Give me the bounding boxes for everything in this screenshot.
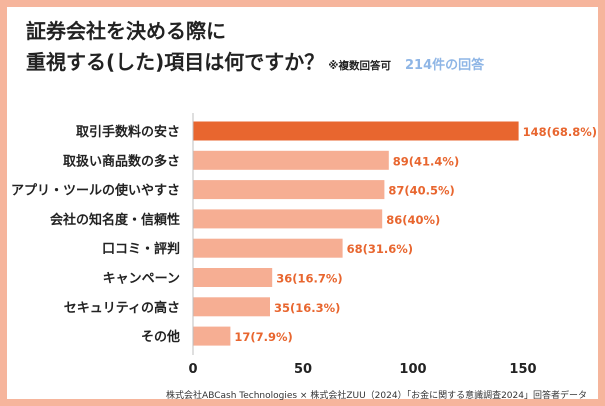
chart-title: 証券会社を決める際に 重視する(した)項目は何ですか？ ※複数回答可 214件の回答 — [26, 16, 484, 82]
title-line-2-text: 重視する(した)項目は何ですか？ — [26, 50, 325, 74]
category-label-5: キャンペーン — [103, 272, 180, 287]
bar-3 — [193, 209, 383, 229]
category-label-0: 取引手数料の安さ — [76, 124, 180, 140]
bar-6 — [193, 297, 270, 317]
value-label-2: 87(40.5%) — [388, 184, 454, 198]
multiple-answer-note: ※複数回答可 — [328, 60, 391, 72]
bar-0 — [193, 121, 519, 141]
bar-1 — [193, 150, 389, 170]
bar-4 — [193, 238, 343, 258]
bar-5 — [193, 268, 273, 287]
category-label-3: 会社の知名度・信頼性 — [50, 212, 180, 228]
chart-card — [7, 7, 598, 399]
category-label-1: 取扱い商品数の多さ — [63, 153, 180, 169]
bar-7 — [193, 326, 231, 346]
value-label-3: 86(40%) — [386, 213, 440, 227]
value-label-6: 35(16.3%) — [274, 301, 340, 315]
title-line-2: 重視する(した)項目は何ですか？ ※複数回答可 214件の回答 — [26, 47, 484, 82]
category-label-2: アプリ・ツールの使いやすさ — [11, 183, 180, 199]
value-label-1: 89(41.4%) — [393, 154, 459, 168]
value-label-4: 68(31.6%) — [347, 242, 413, 256]
respondent-count: 214件の回答 — [405, 58, 485, 73]
x-tick-label-0: 0 — [188, 362, 197, 377]
value-label-7: 17(7.9%) — [234, 330, 292, 344]
category-label-7: その他 — [141, 329, 180, 345]
x-tick-label-3: 150 — [509, 362, 536, 377]
bar-2 — [193, 180, 385, 200]
source-note: 株式会社ABCash Technologies × 株式会社ZUU（2024）「… — [166, 391, 587, 401]
category-label-4: 口コミ・評判 — [102, 241, 180, 257]
x-tick-label-2: 100 — [399, 362, 426, 377]
category-label-6: セキュリティの高さ — [64, 300, 180, 316]
value-label-5: 36(16.7%) — [276, 272, 342, 286]
value-label-0: 148(68.8%) — [523, 125, 597, 139]
x-tick-label-1: 50 — [294, 362, 312, 377]
title-line-1: 証券会社を決める際に — [26, 19, 226, 43]
